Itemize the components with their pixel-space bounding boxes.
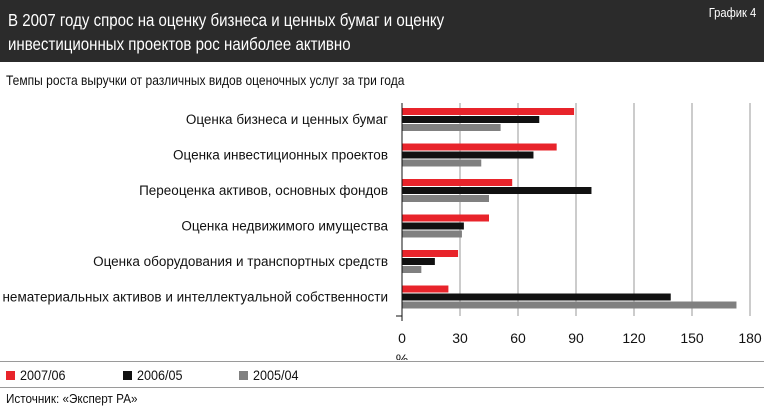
legend-top-divider (0, 361, 764, 362)
legend-label: 2006/05 (136, 367, 183, 383)
bar-2006-05-0 (402, 116, 540, 123)
bar-2007-06-2 (402, 179, 513, 186)
x-tick-label: 150 (680, 330, 704, 346)
bar-2005-04-4 (402, 266, 422, 273)
bar-2005-04-2 (402, 195, 489, 202)
bar-2006-05-2 (402, 187, 592, 194)
bar-2006-05-5 (402, 293, 671, 301)
bar-2007-06-3 (402, 214, 489, 222)
legend-item-2006-05: 2006/05 (122, 367, 188, 383)
legend-label: 2005/04 (253, 367, 299, 383)
x-tick-label: 0 (398, 330, 406, 346)
bar-2005-04-1 (402, 159, 482, 167)
category-label: Оценка инвестиционных проектов (173, 148, 388, 163)
bar-2005-04-5 (402, 301, 737, 309)
category-label: Оценка оборудования и транспортных средс… (93, 254, 388, 269)
legend-label: 2007/06 (20, 367, 66, 383)
legend-swatch (239, 370, 249, 380)
bar-2007-06-4 (402, 250, 459, 257)
category-label: Оценка нематериальных активов и интеллек… (0, 290, 388, 305)
x-tick-label: 180 (738, 330, 762, 346)
legend-item-2007-06: 2007/06 (6, 367, 71, 383)
legend-swatch (122, 370, 132, 380)
bar-2007-06-0 (402, 108, 575, 115)
source-note: Источник: «Эксперт РА» (6, 391, 138, 406)
bar-2006-05-1 (402, 151, 534, 159)
category-label: Оценка бизнеса и ценных бумаг (186, 112, 388, 127)
legend-swatch (6, 370, 15, 380)
x-tick-label: 120 (622, 330, 646, 346)
x-axis-label: % (396, 351, 408, 360)
chart-legend: 2007/06 2006/05 2005/04 (6, 364, 356, 386)
x-tick-label: 90 (568, 330, 584, 346)
bar-chart: Оценка бизнеса и ценных бумаг Оценка инве… (0, 103, 762, 360)
chart-number-tag: График 4 (708, 5, 756, 20)
chart-headline: В 2007 году спрос на оценку бизнеса и це… (8, 10, 445, 54)
source-top-divider (0, 387, 764, 388)
bar-2007-06-1 (402, 143, 557, 151)
bar-2006-05-4 (402, 258, 435, 265)
category-label: Переоценка активов, основных фондов (139, 183, 388, 198)
chart-header: В 2007 году спрос на оценку бизнеса и це… (0, 0, 764, 62)
bar-2005-04-0 (402, 124, 501, 131)
category-label: Оценка недвижимого имущества (181, 219, 388, 234)
bar-2005-04-3 (402, 230, 462, 238)
chart-title: Темпы роста выручки от различных видов о… (6, 72, 405, 88)
x-tick-label: 30 (452, 330, 468, 346)
legend-item-2005-04: 2005/04 (239, 367, 304, 383)
bar-2006-05-3 (402, 222, 464, 230)
x-tick-label: 60 (510, 330, 526, 346)
bar-2007-06-5 (402, 285, 449, 293)
